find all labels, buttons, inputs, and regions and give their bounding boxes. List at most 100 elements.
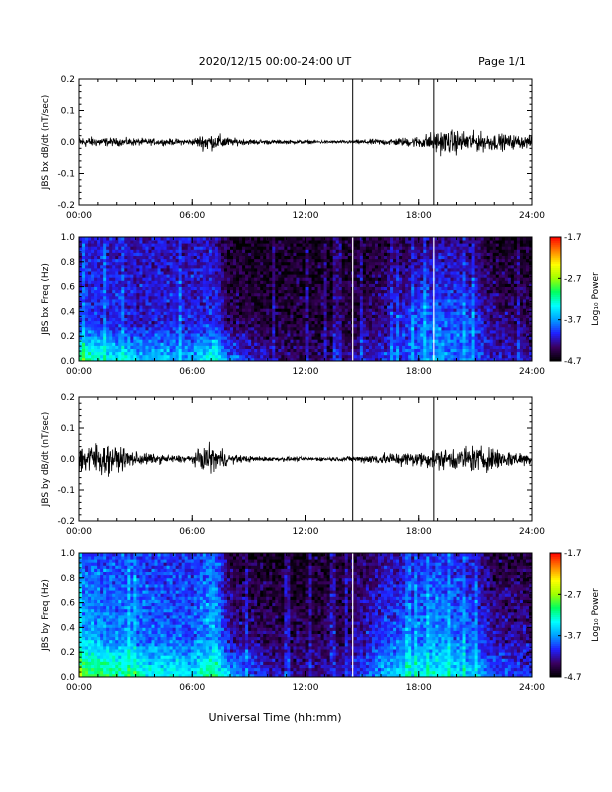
spectrogram-cell <box>242 302 246 306</box>
spectrogram-cell <box>296 258 300 263</box>
spectrogram-cell <box>184 283 189 287</box>
spectrogram-cell <box>374 246 379 250</box>
spectrogram-cell <box>145 292 149 297</box>
spectrogram-cell <box>441 295 445 300</box>
spectrogram-cell <box>399 323 403 328</box>
spectrogram-cell <box>175 314 180 318</box>
spectrogram-cell <box>332 280 337 284</box>
spectrogram-cell <box>332 348 337 353</box>
spectrogram-cell <box>299 311 303 315</box>
spectrogram-cell <box>408 280 412 284</box>
spectrogram-cell <box>211 274 216 278</box>
spectrogram-cell <box>148 357 152 362</box>
spectrogram-cell <box>278 342 282 346</box>
spectrogram-cell <box>121 302 125 306</box>
spectrogram-cell <box>94 302 98 306</box>
spectrogram-cell <box>136 342 140 346</box>
spectrogram-cell <box>408 252 412 256</box>
spectrogram-cell <box>302 243 306 247</box>
spectrogram-cell <box>178 305 183 309</box>
spectrogram-cell <box>223 326 228 331</box>
spectrogram-cell <box>377 252 382 256</box>
spectrogram-cell <box>405 243 409 247</box>
spectrogram-cell <box>414 261 418 266</box>
spectrogram-cell <box>326 348 331 353</box>
spectrogram-cell <box>329 258 334 263</box>
spectrogram-cell <box>365 237 370 241</box>
spectrogram-cell <box>368 268 373 272</box>
spectrogram-cell <box>103 317 107 322</box>
spectrogram-cell <box>420 323 424 328</box>
spectrogram-cell <box>121 289 125 294</box>
spectrogram-cell <box>257 264 261 269</box>
spectrogram-cell <box>290 274 294 278</box>
spectrogram-cell <box>290 286 294 291</box>
spectrogram-cell <box>196 268 201 272</box>
spectrogram-cell <box>202 237 207 241</box>
spectrogram-cell <box>326 271 331 275</box>
spectrogram-cell <box>353 295 358 300</box>
spectrogram-cell <box>417 261 421 266</box>
spectrogram-cell <box>236 277 240 281</box>
spectrogram-cell <box>148 289 152 294</box>
spectrogram-cell <box>332 354 337 359</box>
spectrogram-cell <box>199 320 204 325</box>
spectrogram-cell <box>190 317 195 322</box>
spectrogram-cell <box>199 311 204 315</box>
spectrogram-cell <box>214 348 219 353</box>
spectrogram-cell <box>178 252 183 256</box>
spectrogram-cell <box>82 237 86 241</box>
spectrogram-cell <box>426 314 430 318</box>
spectrogram-cell <box>230 271 234 275</box>
spectrogram-cell <box>423 302 427 306</box>
spectrogram-cell <box>281 246 285 250</box>
spectrogram-cell <box>172 354 177 359</box>
spectrogram-cell <box>151 345 155 349</box>
spectrogram-cell <box>196 264 201 269</box>
spectrogram-cell <box>145 264 149 269</box>
spectrogram-cell <box>190 351 195 356</box>
spectrogram-cell <box>362 274 367 278</box>
spectrogram-cell <box>169 240 174 244</box>
spectrogram-cell <box>269 258 273 263</box>
spectrogram-cell <box>323 252 328 256</box>
spectrogram-cell <box>414 295 418 300</box>
spectrogram-cell <box>429 258 433 263</box>
spectrogram-cell <box>402 330 406 334</box>
spectrogram-cell <box>139 283 143 287</box>
spectrogram-cell <box>233 305 237 309</box>
spectrogram-cell <box>103 261 107 266</box>
spectrogram-cell <box>387 348 391 353</box>
spectrogram-cell <box>184 302 189 306</box>
spectrogram-cell <box>284 311 288 315</box>
spectrogram-cell <box>91 326 95 331</box>
spectrogram-cell <box>187 255 192 260</box>
spectrogram-cell <box>242 320 246 325</box>
spectrogram-cell <box>91 314 95 318</box>
spectrogram-cell <box>269 326 273 331</box>
spectrogram-cell <box>184 336 189 340</box>
spectrogram-cell <box>429 286 433 291</box>
spectrogram-cell <box>214 274 219 278</box>
spectrogram-cell <box>296 237 300 241</box>
spectrogram-cell <box>426 280 430 284</box>
spectrogram-cell <box>220 314 225 318</box>
spectrogram-cell <box>323 345 328 349</box>
spectrogram-cell <box>239 274 243 278</box>
spectrogram-cell <box>175 351 180 356</box>
spectrogram-cell <box>377 345 382 349</box>
spectrogram-cell <box>408 354 412 359</box>
spectrogram-cell <box>202 354 207 359</box>
spectrogram-cell <box>145 339 149 343</box>
spectrogram-cell <box>302 326 306 331</box>
spectrogram-cell <box>387 280 391 284</box>
spectrogram-cell <box>257 246 261 250</box>
spectrogram-cell <box>275 342 279 346</box>
spectrogram-cell <box>365 302 370 306</box>
spectrogram-cell <box>314 258 318 263</box>
spectrogram-cell <box>233 348 237 353</box>
spectrogram-cell <box>193 323 198 328</box>
spectrogram-cell <box>332 246 337 250</box>
spectrogram-cell <box>414 302 418 306</box>
spectrogram-cell <box>408 330 412 334</box>
